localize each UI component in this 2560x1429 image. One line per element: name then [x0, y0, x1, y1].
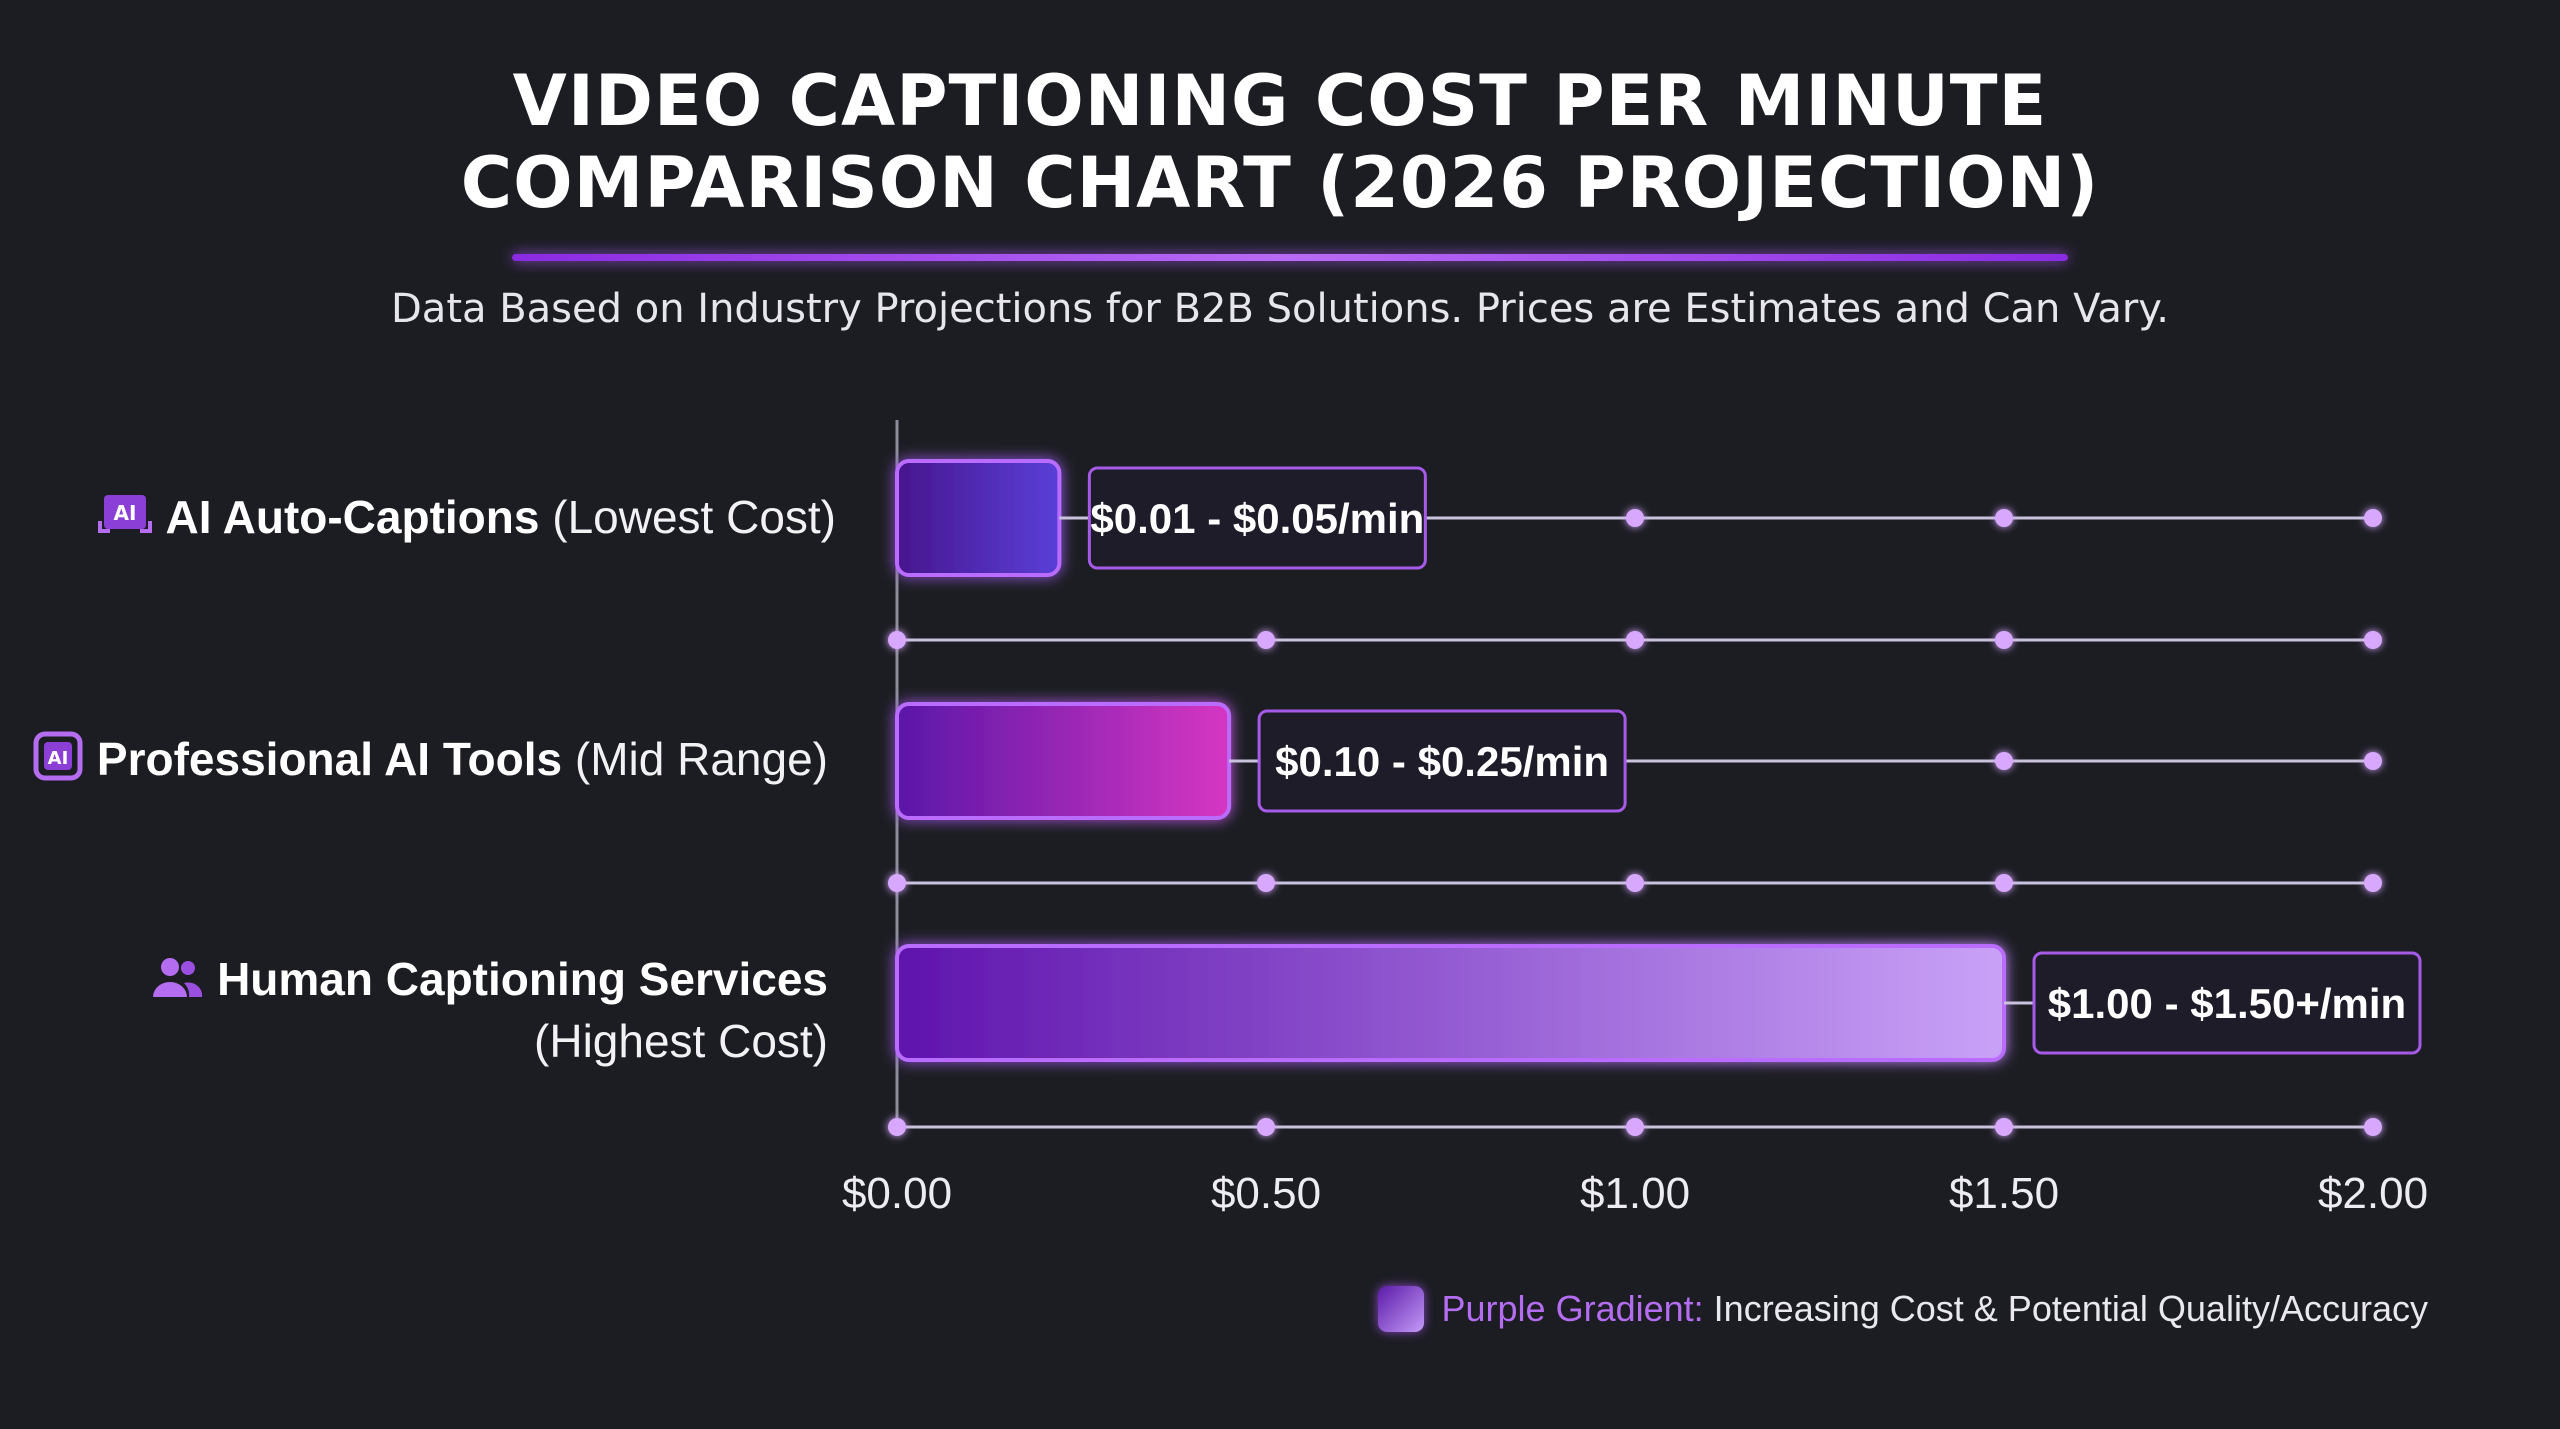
grid-dot [1626, 1118, 1644, 1136]
data-label: $1.00 - $1.50+/min [2048, 980, 2406, 1027]
x-tick-label: $2.00 [2318, 1169, 2428, 1218]
ai-badge-icon: AI [97, 491, 152, 550]
category-qualifier: (Lowest Cost) [552, 491, 836, 543]
data-label-box [1257, 709, 1627, 813]
grid-dot [1626, 631, 1644, 649]
grid-dot [1626, 874, 1644, 892]
grid-dot [1257, 631, 1275, 649]
legend: Purple Gradient: Increasing Cost & Poten… [1377, 1286, 2428, 1332]
ai-badge-icon: AI [33, 731, 83, 794]
category-label-professional-ai-tools: AI Professional AI Tools (Mid Range) [33, 730, 828, 794]
grid-dot [2364, 874, 2382, 892]
x-tick-label: $1.00 [1580, 1169, 1690, 1218]
grid-dot [888, 874, 906, 892]
grid-dot [888, 631, 906, 649]
category-label-line-1: Human Captioning Services [151, 950, 828, 1012]
title-underline [512, 254, 2068, 261]
grid-dot [2364, 509, 2382, 527]
legend-description: Increasing Cost & Potential Quality/Accu… [1713, 1288, 2428, 1329]
category-qualifier: (Mid Range) [574, 733, 828, 785]
data-label: $0.01 - $0.05/min [1090, 495, 1424, 542]
legend-key: Purple Gradient: [1441, 1288, 1704, 1329]
category-qualifier: (Highest Cost) [534, 1014, 828, 1067]
grid-dot [1995, 874, 2013, 892]
grid-dot [1995, 1118, 2013, 1136]
svg-text:AI: AI [113, 501, 136, 525]
legend-swatch [1377, 1286, 1424, 1332]
x-tick-label: $0.00 [842, 1169, 952, 1218]
category-label-ai-auto-captions: AI AI Auto-Captions (Lowest Cost) [97, 488, 836, 550]
chart-subtitle: Data Based on Industry Projections for B… [391, 286, 2169, 332]
grid-dot [2364, 752, 2382, 770]
grid-dot [1257, 1118, 1275, 1136]
x-tick-label: $1.50 [1949, 1169, 2059, 1218]
data-label: $0.10 - $0.25/min [1275, 738, 1609, 785]
category-name: Professional AI Tools [96, 733, 563, 785]
x-tick-label: $0.50 [1211, 1169, 1321, 1218]
bar [895, 459, 1062, 577]
grid-dot [1995, 509, 2013, 527]
title-line-2: COMPARISON CHART (2026 PROJECTION) [460, 142, 2100, 224]
data-label-box [2032, 951, 2422, 1055]
svg-text:AI: AI [48, 748, 69, 769]
bar [895, 944, 2006, 1062]
category-name: AI Auto-Captions [165, 491, 540, 543]
category-label-human-captioning: Human Captioning Services (Highest Cost) [151, 950, 828, 1070]
chart-title: VIDEO CAPTIONING COST PER MINUTE COMPARI… [0, 60, 2560, 224]
grid-dot [1995, 752, 2013, 770]
grid-dot [888, 1118, 906, 1136]
grid-dot [1626, 509, 1644, 527]
people-icon [151, 954, 203, 1012]
grid-dot [2364, 1118, 2382, 1136]
data-label-box [1087, 466, 1427, 570]
title-line-1: VIDEO CAPTIONING COST PER MINUTE [512, 60, 2048, 142]
bar [895, 702, 1232, 820]
category-name: Human Captioning Services [217, 953, 828, 1005]
grid-dot [1257, 874, 1275, 892]
grid-dot [1995, 631, 2013, 649]
grid-dot [2364, 631, 2382, 649]
